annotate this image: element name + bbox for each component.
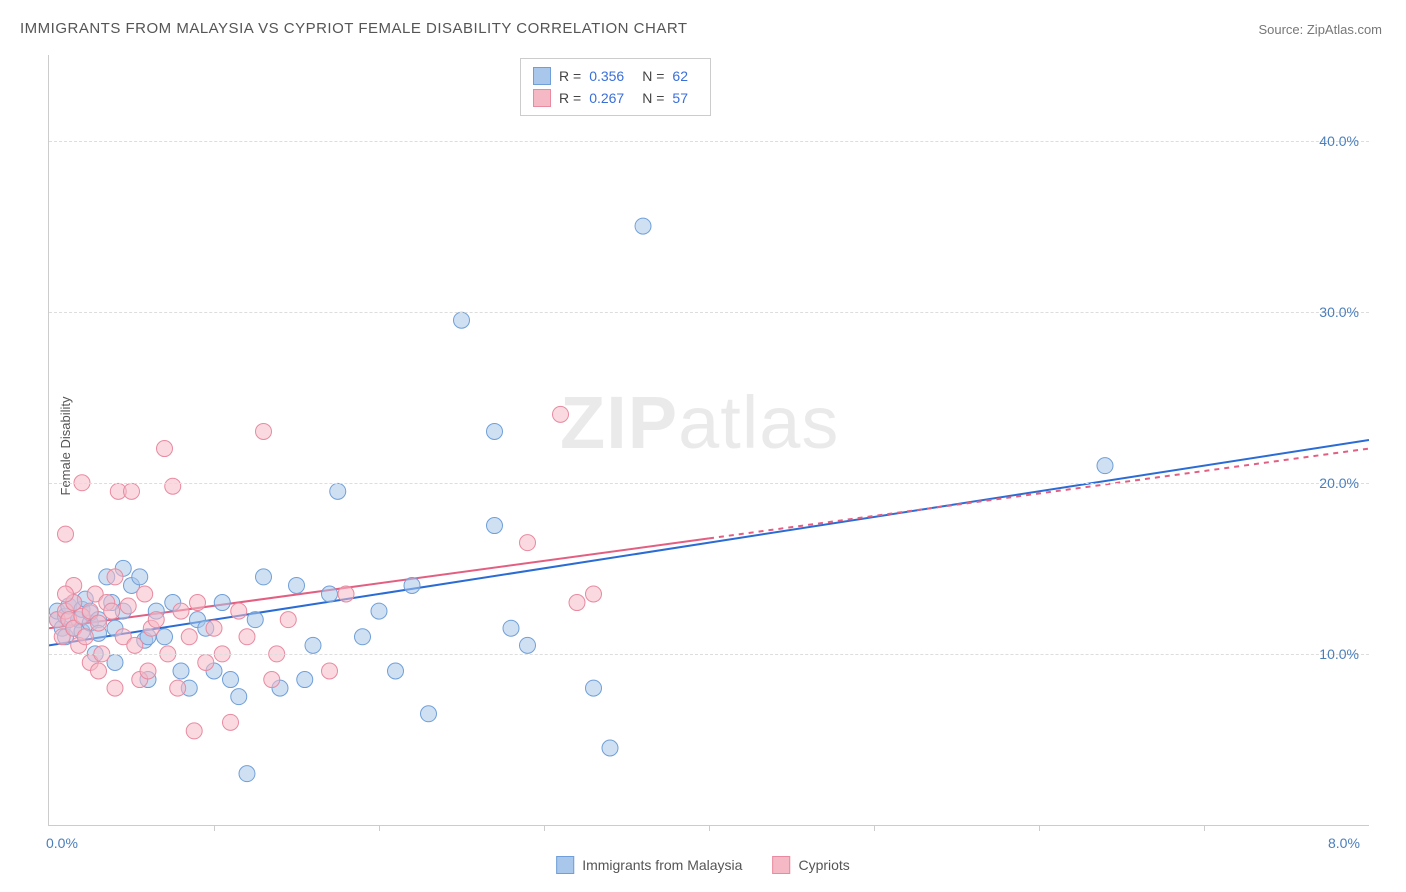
n-value: 62 <box>672 68 688 84</box>
legend-swatch <box>772 856 790 874</box>
legend-item: Cypriots <box>772 856 849 874</box>
y-tick-label: 40.0% <box>1319 133 1359 149</box>
chart-plot-area: 10.0% 20.0% 30.0% 40.0% <box>48 55 1369 826</box>
x-tick-label: 0.0% <box>46 835 78 851</box>
x-tick-mark <box>379 825 380 831</box>
n-label: N = <box>642 68 664 84</box>
chart-title: IMMIGRANTS FROM MALAYSIA VS CYPRIOT FEMA… <box>20 20 688 37</box>
legend-label: Immigrants from Malaysia <box>582 857 742 873</box>
r-value: 0.267 <box>589 90 624 106</box>
series-swatch <box>533 67 551 85</box>
legend-label: Cypriots <box>798 857 849 873</box>
x-tick-mark <box>1204 825 1205 831</box>
legend: Immigrants from Malaysia Cypriots <box>556 856 850 874</box>
r-label: R = <box>559 68 581 84</box>
x-tick-label: 8.0% <box>1328 835 1360 851</box>
x-tick-mark <box>214 825 215 831</box>
y-tick-label: 20.0% <box>1319 475 1359 491</box>
legend-item: Immigrants from Malaysia <box>556 856 742 874</box>
series-swatch <box>533 89 551 107</box>
x-tick-mark <box>709 825 710 831</box>
gridline <box>49 312 1369 313</box>
legend-swatch <box>556 856 574 874</box>
stats-row: R = 0.356 N = 62 <box>533 65 698 87</box>
y-tick-label: 30.0% <box>1319 304 1359 320</box>
n-value: 57 <box>672 90 688 106</box>
n-label: N = <box>642 90 664 106</box>
source-label: Source: ZipAtlas.com <box>1258 22 1382 37</box>
stats-row: R = 0.267 N = 57 <box>533 87 698 109</box>
r-label: R = <box>559 90 581 106</box>
chart-svg <box>49 55 1369 825</box>
x-tick-mark <box>1039 825 1040 831</box>
x-tick-mark <box>544 825 545 831</box>
r-value: 0.356 <box>589 68 624 84</box>
y-tick-label: 10.0% <box>1319 646 1359 662</box>
gridline <box>49 141 1369 142</box>
correlation-stats-box: R = 0.356 N = 62 R = 0.267 N = 57 <box>520 58 711 116</box>
gridline <box>49 483 1369 484</box>
x-tick-mark <box>874 825 875 831</box>
gridline <box>49 654 1369 655</box>
